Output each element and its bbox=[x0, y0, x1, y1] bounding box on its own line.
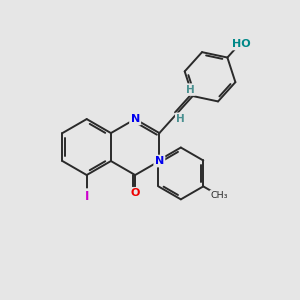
Text: H: H bbox=[176, 114, 185, 124]
Text: O: O bbox=[130, 188, 140, 198]
Text: N: N bbox=[155, 156, 164, 166]
Text: I: I bbox=[85, 190, 89, 203]
Text: HO: HO bbox=[232, 39, 250, 49]
Text: CH₃: CH₃ bbox=[210, 191, 228, 200]
Text: N: N bbox=[130, 114, 140, 124]
Text: H: H bbox=[186, 85, 195, 94]
